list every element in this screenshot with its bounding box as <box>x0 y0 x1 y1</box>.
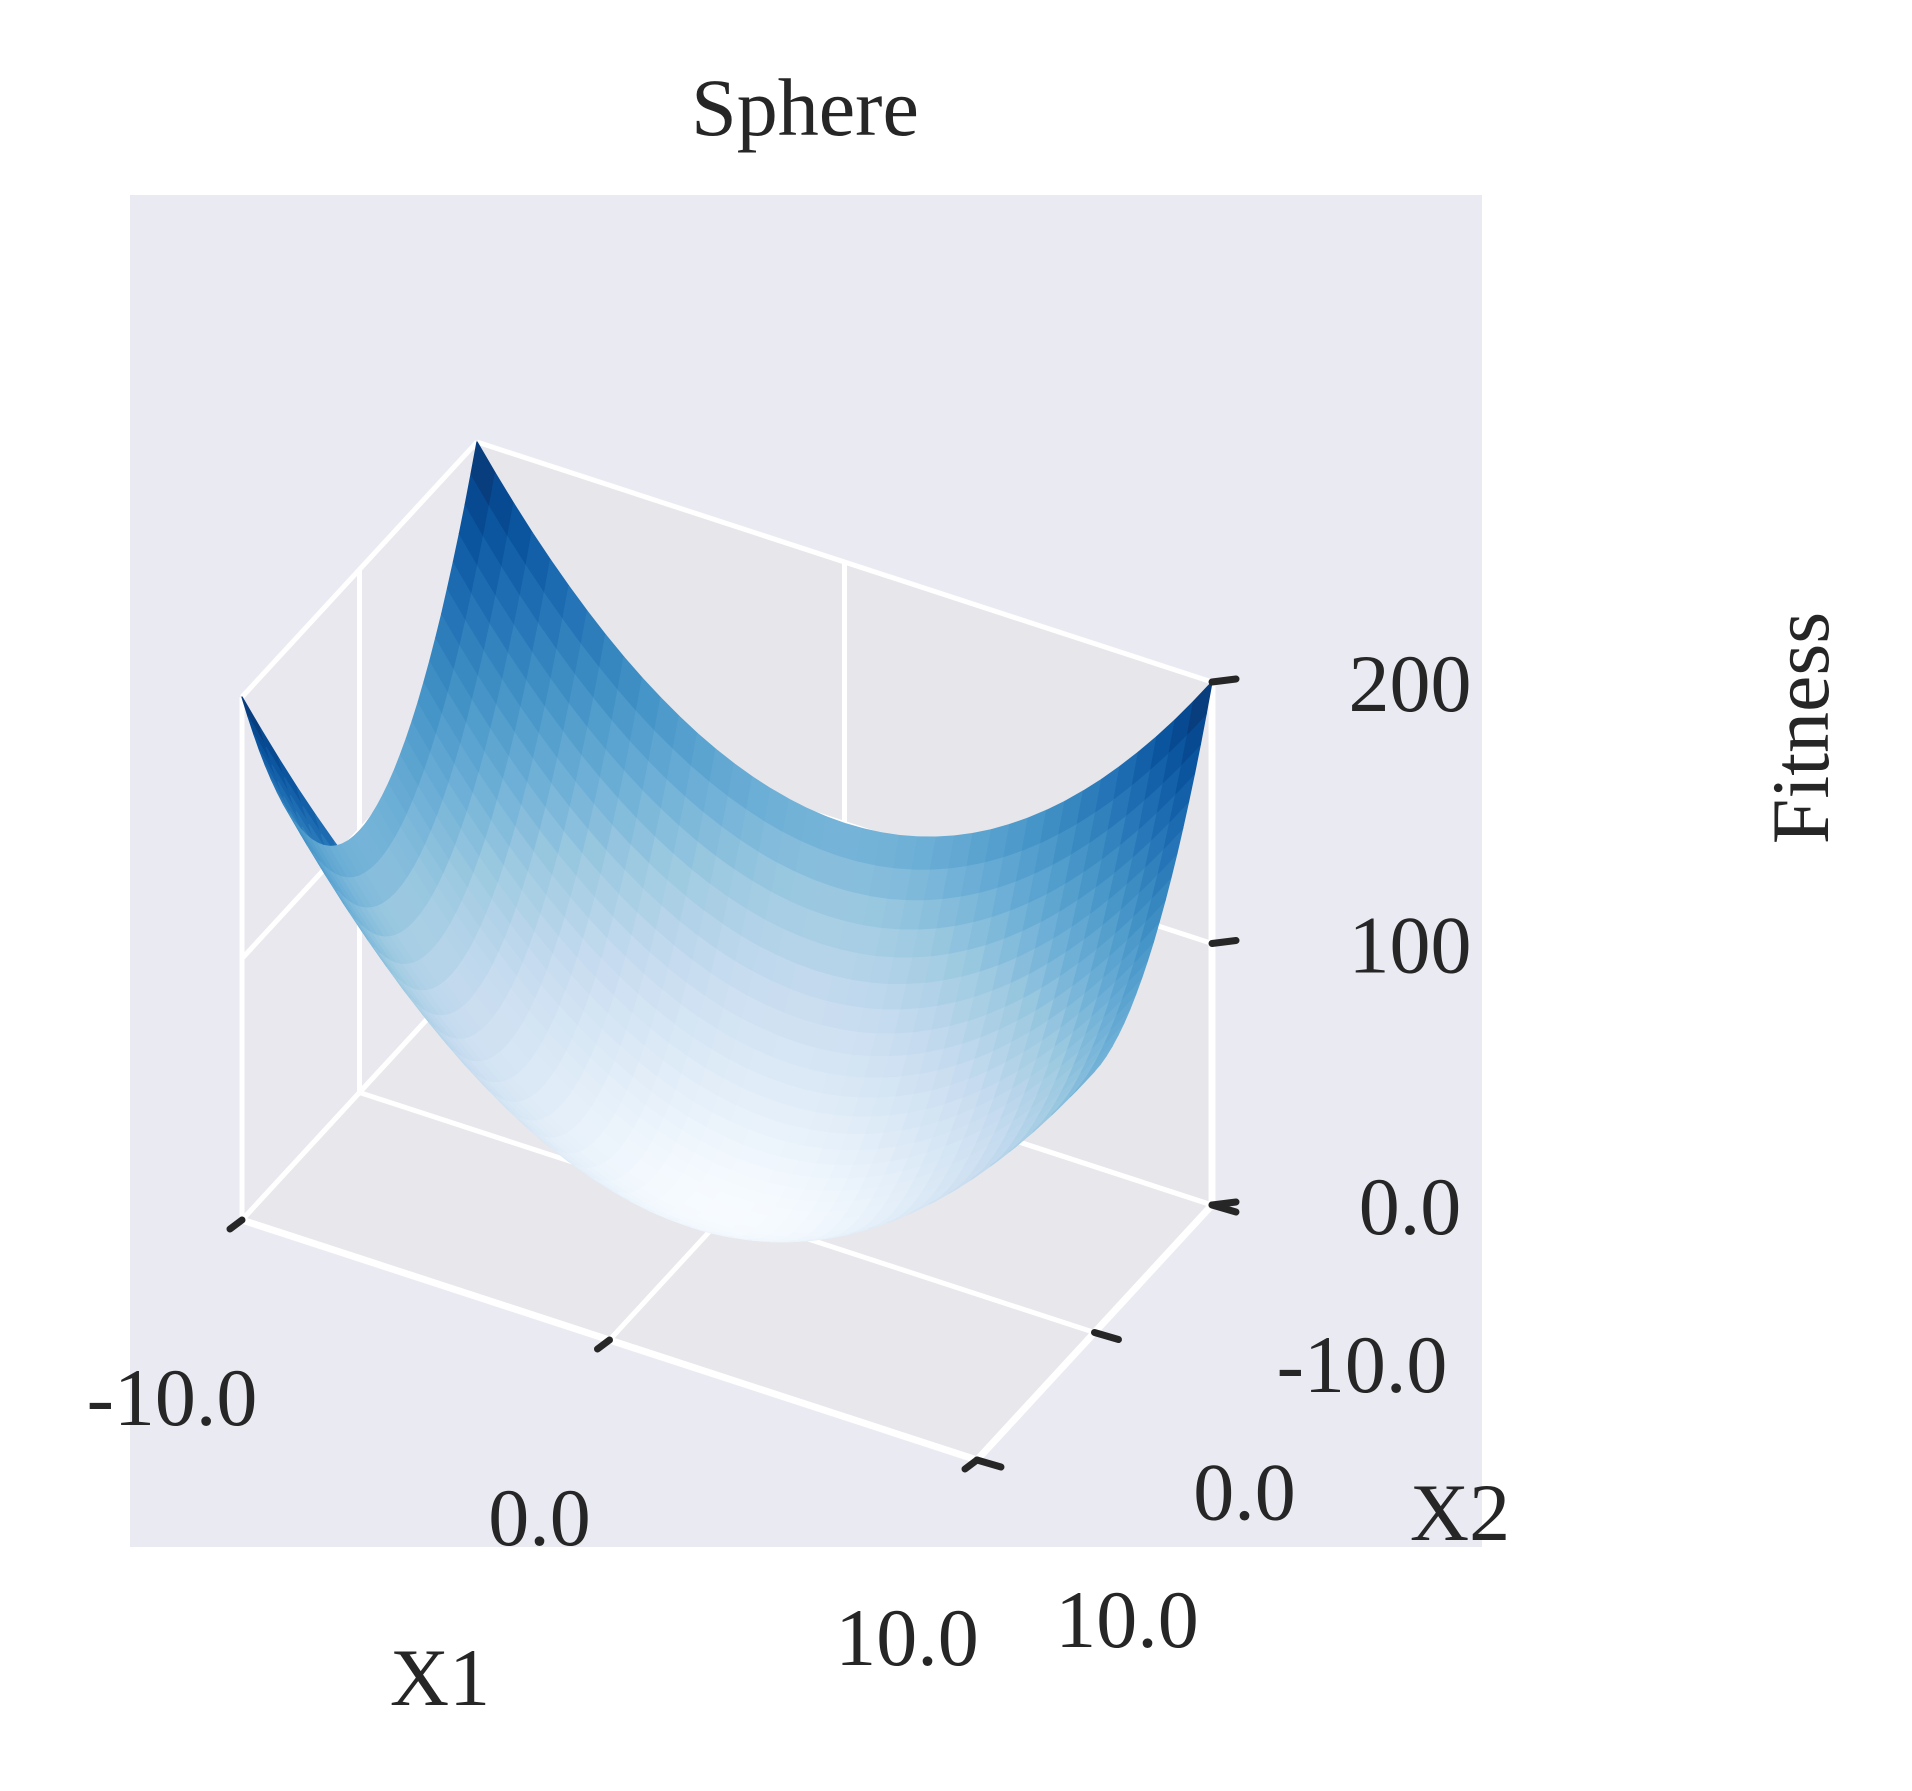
x2-tick <box>1091 1329 1122 1343</box>
x1-tick-label: 0.0 <box>488 1472 591 1563</box>
x1-tick-label: 10.0 <box>835 1592 979 1683</box>
gridline-z-left <box>240 440 479 699</box>
x2-tick-label: -10.0 <box>1277 1319 1448 1410</box>
x1-tick <box>226 1216 246 1233</box>
x1-axis-label: X1 <box>390 1632 490 1723</box>
z-tick <box>1208 937 1240 947</box>
x1-tick-label: -10.0 <box>87 1352 258 1443</box>
z-tick-label: 200 <box>1349 638 1472 729</box>
x2-tick-label: 0.0 <box>1193 1447 1296 1538</box>
surface-facet <box>1187 681 1213 735</box>
x2-tick-label: 10.0 <box>1055 1574 1199 1665</box>
gridline-z-back <box>476 439 1213 685</box>
x2-axis-label: X2 <box>1410 1467 1510 1558</box>
z-tick <box>1208 675 1240 686</box>
chart-title: Sphere <box>691 62 919 153</box>
z-axis-label: Fitness <box>1755 612 1846 844</box>
z-tick <box>1208 1198 1240 1209</box>
z-tick-label: 100 <box>1349 900 1472 991</box>
x1-tick <box>594 1336 613 1353</box>
x2-tick <box>973 1456 1005 1471</box>
z-tick-label: 0.0 <box>1359 1161 1462 1252</box>
